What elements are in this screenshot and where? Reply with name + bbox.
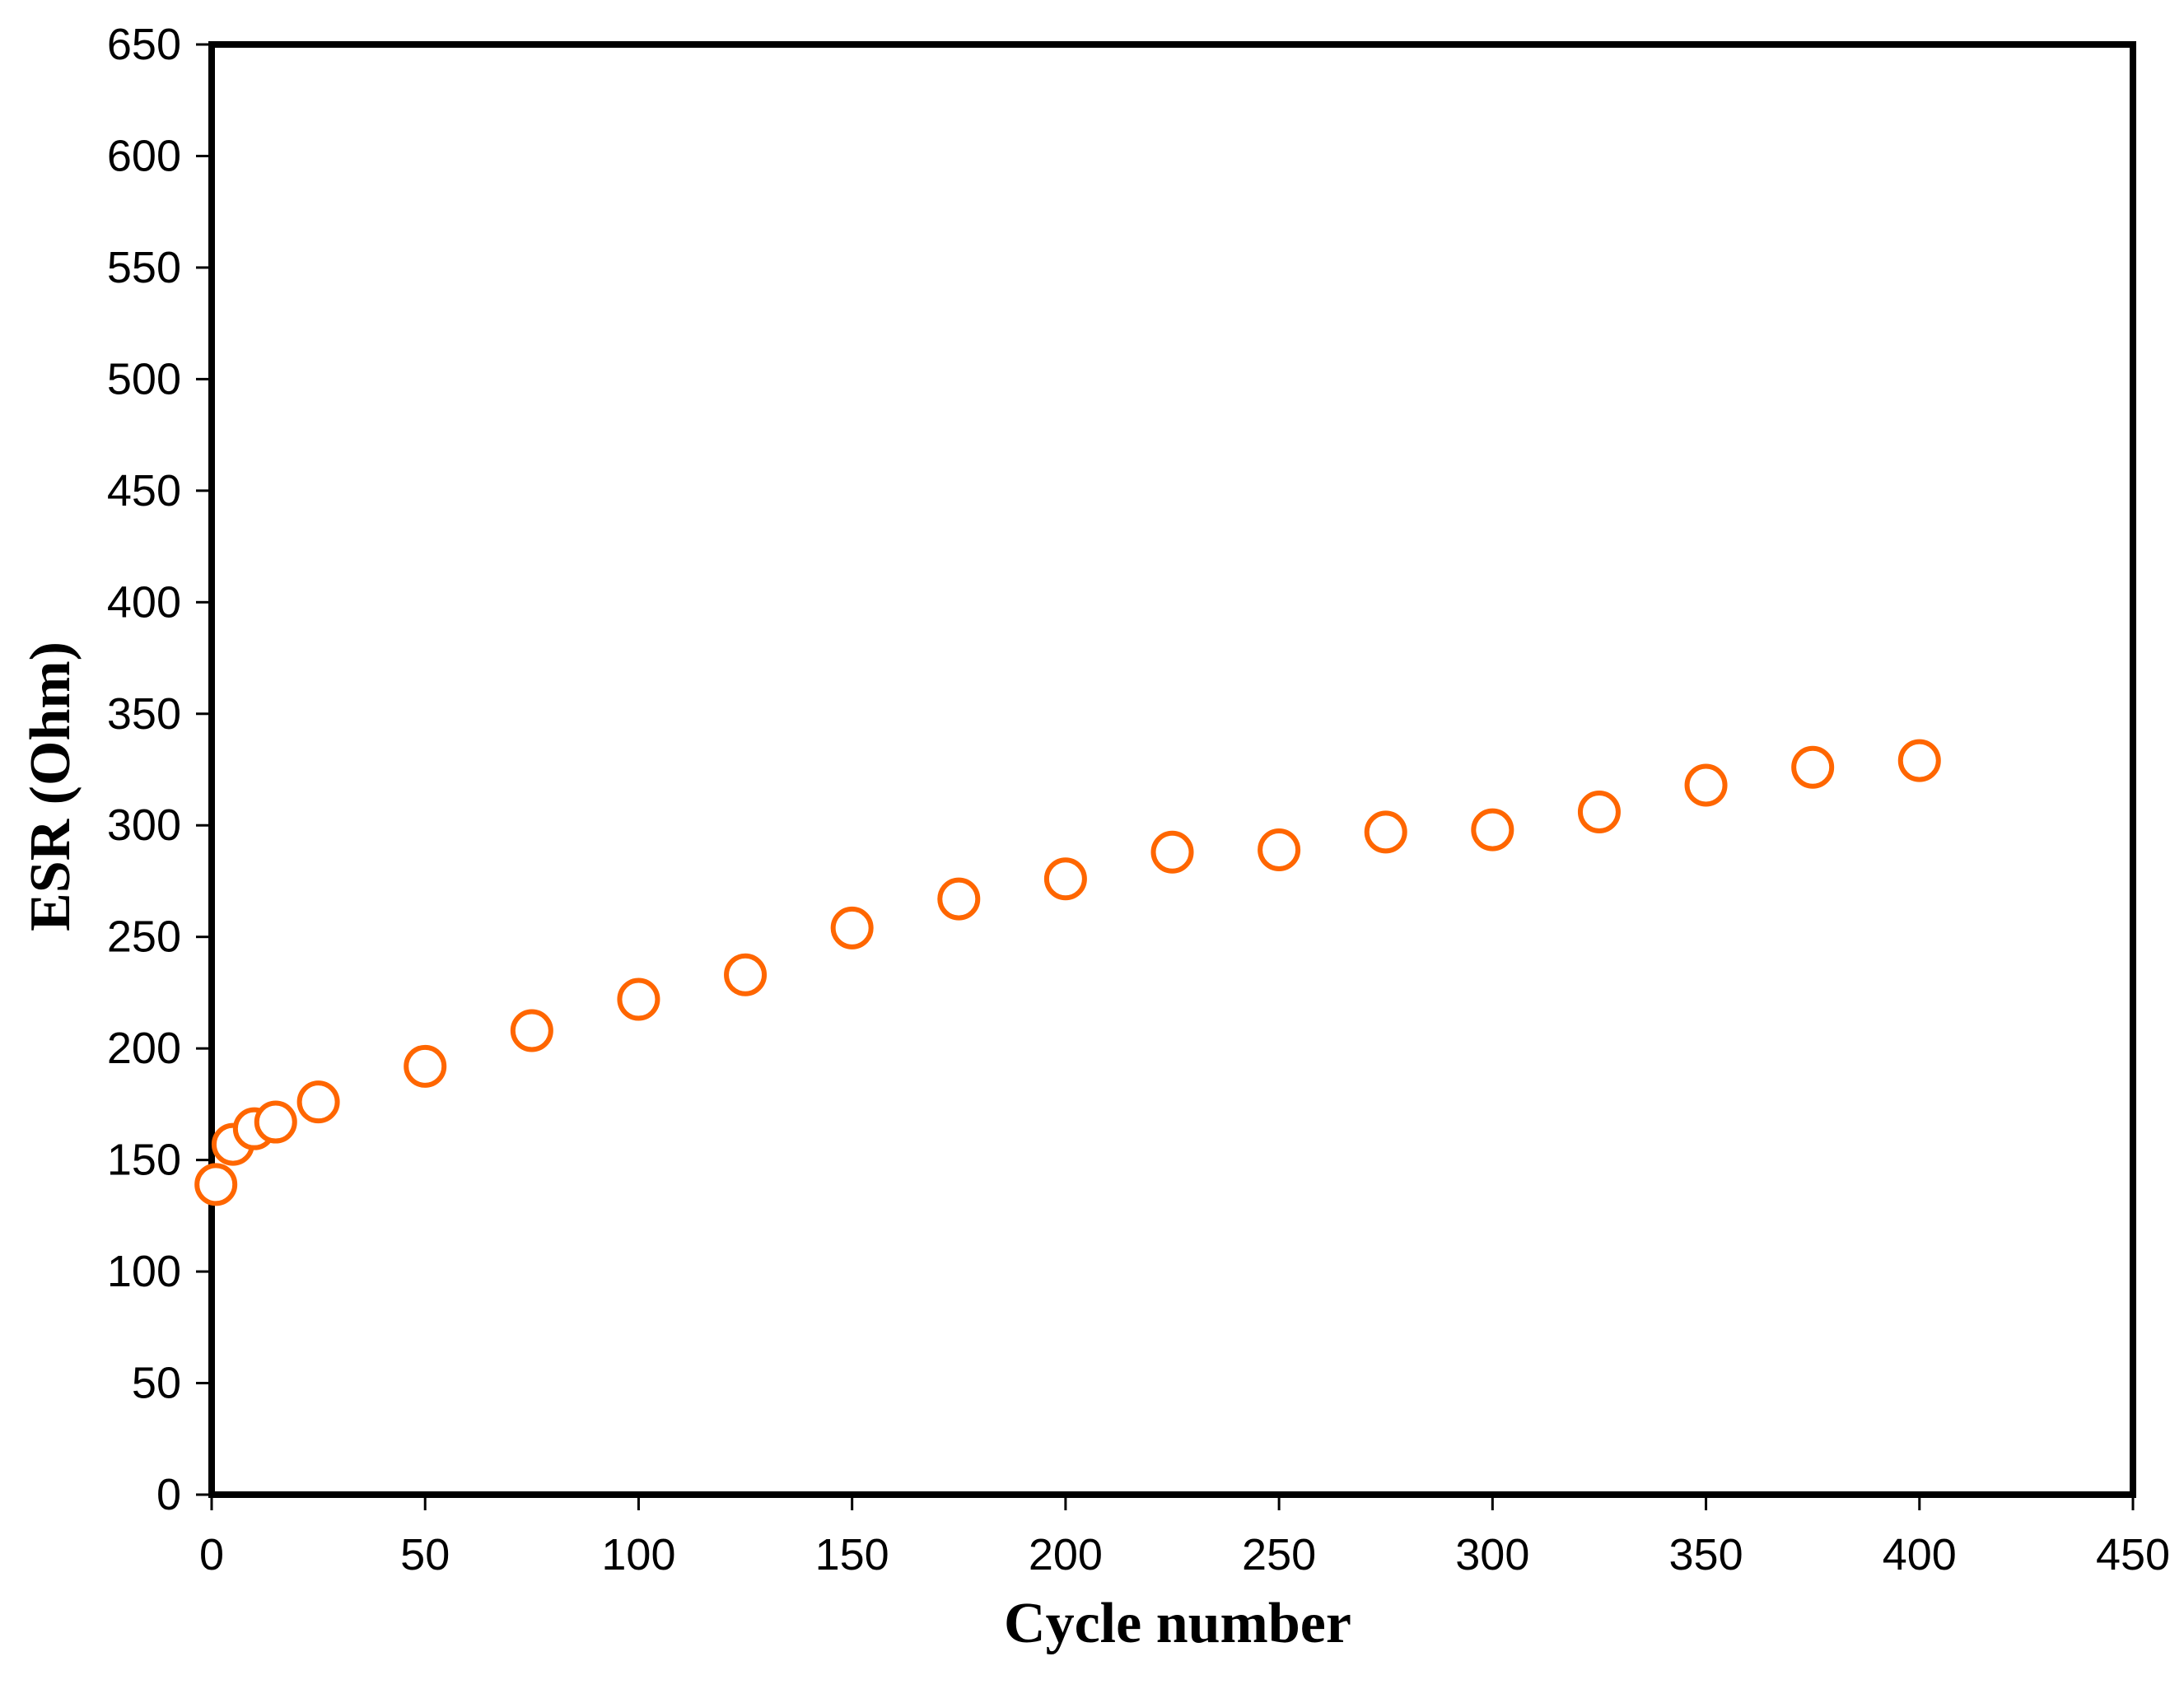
x-tick-label: 150: [815, 1530, 889, 1579]
data-point: [1577, 790, 1621, 833]
x-tick-label: 50: [400, 1530, 450, 1579]
x-tick-label: 350: [1669, 1530, 1743, 1579]
data-point: [724, 953, 768, 996]
y-tick-label: 500: [107, 354, 181, 404]
y-tick-label: 50: [132, 1359, 181, 1408]
data-point: [1791, 745, 1835, 789]
data-point: [1471, 808, 1514, 852]
y-tick-label: 650: [107, 20, 181, 69]
plot-border: [208, 41, 2136, 1498]
axis-ticks: [196, 43, 2135, 1510]
data-point: [617, 977, 660, 1021]
data-point: [1150, 830, 1194, 874]
x-tick-label: 400: [1883, 1530, 1957, 1579]
data-point: [194, 1163, 238, 1206]
x-tick-label: 100: [601, 1530, 675, 1579]
y-tick-label: 100: [107, 1247, 181, 1296]
y-tick-label: 600: [107, 131, 181, 180]
y-tick-label: 200: [107, 1024, 181, 1073]
y-tick-label: 150: [107, 1136, 181, 1185]
x-tick-label: 450: [2096, 1530, 2170, 1579]
x-axis-title: Cycle number: [1004, 1592, 1351, 1655]
y-tick-label: 550: [107, 243, 181, 292]
data-point: [830, 906, 874, 949]
y-tick-label: 350: [107, 689, 181, 739]
y-axis-title: ESR (Ohm): [19, 642, 82, 931]
data-point: [937, 877, 981, 921]
y-tick-label: 400: [107, 577, 181, 627]
data-point: [1364, 810, 1407, 854]
x-tick-label: 0: [199, 1530, 224, 1579]
data-point: [1897, 739, 1941, 782]
x-tick-label: 300: [1455, 1530, 1529, 1579]
data-point: [510, 1009, 553, 1052]
data-point: [404, 1044, 447, 1088]
y-tick-label: 0: [156, 1470, 181, 1519]
y-tick-label: 250: [107, 912, 181, 962]
x-tick-label: 250: [1242, 1530, 1316, 1579]
data-point: [1684, 763, 1728, 807]
data-point: [1258, 828, 1301, 872]
data-point: [1043, 857, 1087, 901]
x-tick-label: 200: [1029, 1530, 1103, 1579]
data-point: [296, 1080, 340, 1124]
plot-frame: [208, 41, 2136, 1498]
y-tick-label: 450: [107, 466, 181, 516]
y-tick-label: 300: [107, 800, 181, 850]
axis-tick-labels: 0 50 100 150 200 250 300 350 400 450 500 550 600 650 0…: [107, 20, 2170, 1579]
data-points: [194, 739, 1941, 1206]
data-point: [254, 1100, 297, 1144]
